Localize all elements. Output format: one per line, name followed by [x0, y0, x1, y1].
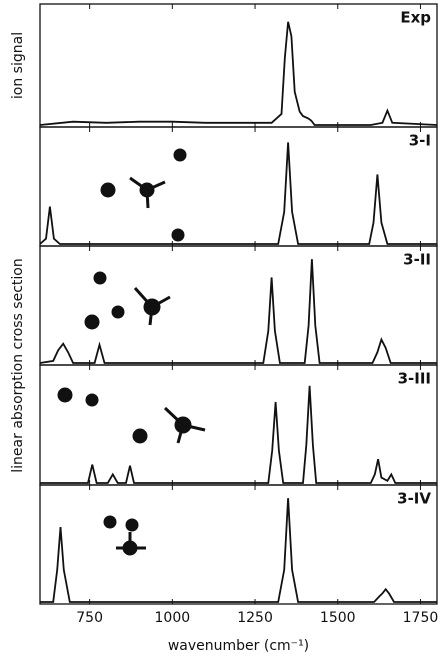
panel-label: 3-I: [409, 132, 431, 150]
y-axis-label: ion signal: [10, 32, 26, 99]
chart: Exp ion signal 3-I 3-II linear absorption cr…: [0, 0, 443, 668]
x-tick-label: 1250: [237, 610, 273, 626]
panel-label: Exp: [400, 9, 431, 27]
x-tick-label: 1750: [403, 610, 439, 626]
panel-frame: [40, 127, 437, 246]
spectrum-line: [40, 386, 437, 483]
panel-label: 3-II: [403, 251, 431, 269]
panel-frame: [40, 4, 437, 127]
x-tick-label: 1000: [155, 610, 191, 626]
x-tick-label: 750: [76, 610, 103, 626]
spectrum-line: [40, 142, 437, 244]
page: Exp ion signal 3-I 3-II linear absorption cr…: [0, 0, 443, 668]
spectrum-line: [40, 22, 437, 125]
molecule-sketches: [59, 150, 205, 554]
x-axis-label: wavenumber (cm⁻¹): [168, 638, 309, 654]
panel-label: 3-III: [398, 370, 431, 388]
x-tick-label: 1500: [320, 610, 356, 626]
panel-frame: [40, 365, 437, 485]
spectrum-line: [40, 498, 437, 602]
panel-label: 3-IV: [397, 490, 431, 508]
y-axis-label: linear absorption cross section: [10, 258, 26, 472]
panel-frame: [40, 485, 437, 604]
